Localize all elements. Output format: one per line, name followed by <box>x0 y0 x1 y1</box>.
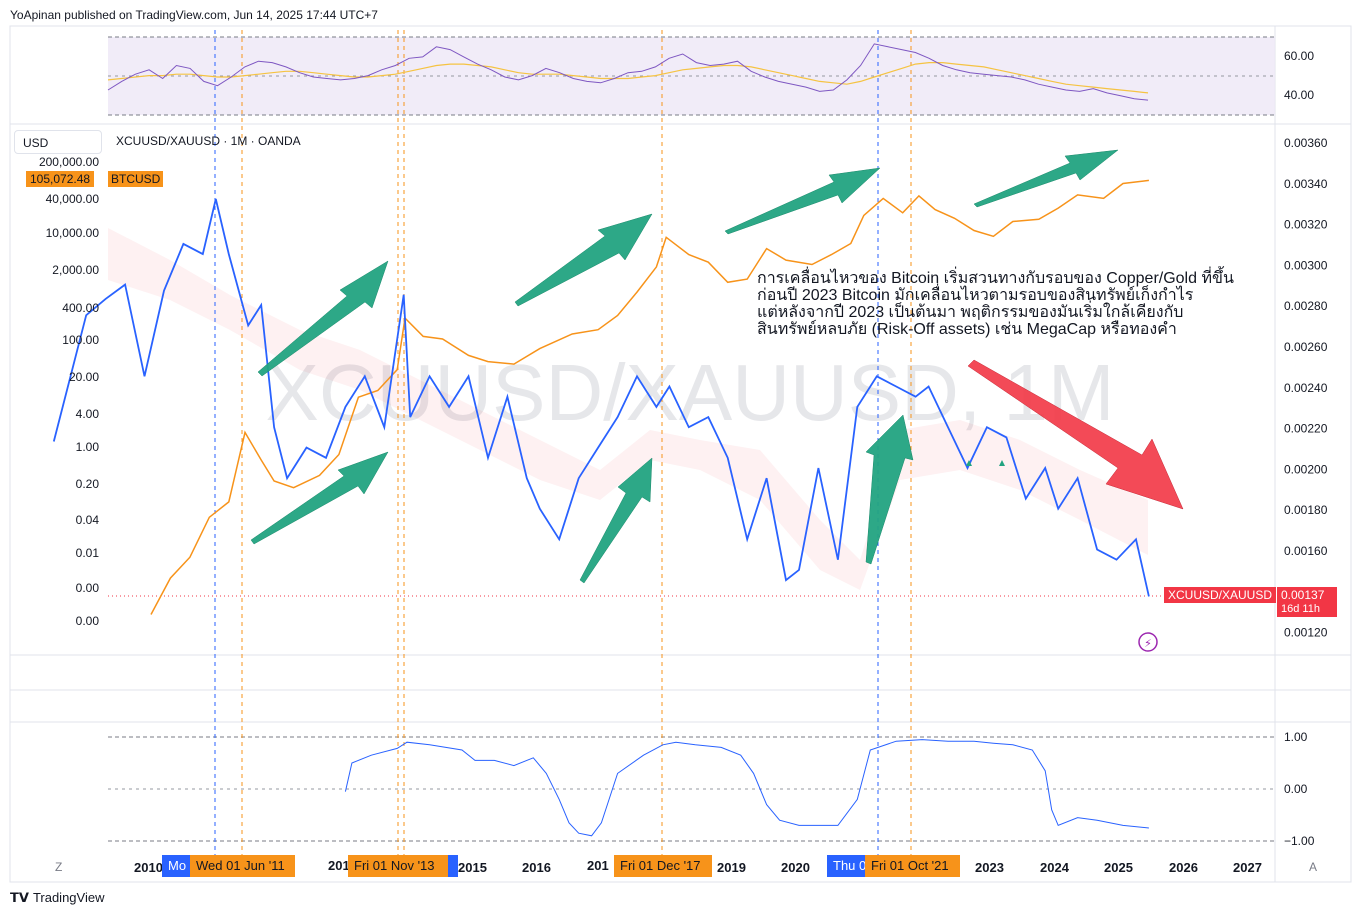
arrow-up-6 <box>865 414 914 565</box>
arrow-up-5 <box>724 167 881 235</box>
x-axis-tick: 2016 <box>522 860 551 875</box>
date-badge: Fri 01 Oct '21 <box>865 855 960 877</box>
right-axis-tick: 0.00300 <box>1284 258 1328 272</box>
x-axis-tick: 2023 <box>975 860 1004 875</box>
right-axis: 0.00360 0.00340 0.00320 0.00300 0.00280 0.002… <box>1284 136 1328 640</box>
annotation-line: สินทรัพย์หลบภัย (Risk-Off assets) เช่น M… <box>757 321 1177 338</box>
corr-axis-tick: −1.00 <box>1284 834 1315 848</box>
left-axis-tick: 0.00 <box>76 614 100 628</box>
left-axis-tick: 0.01 <box>76 546 100 560</box>
left-axis-tick: 0.04 <box>76 513 100 527</box>
left-axis-tick: 40,000.00 <box>46 192 100 206</box>
lightning-icon: ⚡ <box>1144 637 1152 650</box>
chart-frame <box>9 25 1352 883</box>
arrow-up-4 <box>579 457 653 584</box>
rsi-ma-line <box>107 62 1149 94</box>
alert-icon[interactable] <box>1138 632 1158 652</box>
tradingview-logo-icon: 𝗧𝗩 <box>10 890 29 905</box>
left-axis-tick: 0.20 <box>76 477 100 491</box>
btc-symbol-tag: BTCUSD <box>108 171 164 187</box>
marker-triangle-2 <box>999 460 1005 466</box>
date-badge: Fri 01 Nov '13 <box>348 855 456 877</box>
left-axis: 200,000.00 40,000.00 10,000.00 2,000.00 400.… <box>39 155 99 628</box>
corner-label-right[interactable]: A <box>1309 860 1318 874</box>
pair-price-tag: XCUUSD/XAUUSD <box>1164 587 1277 603</box>
arrow-up-2 <box>250 451 389 545</box>
last-price-tag: 0.00137 16d 11h <box>1277 587 1337 617</box>
rsi-line <box>107 43 1149 101</box>
left-axis-tick: 0.00 <box>76 581 100 595</box>
event-lines <box>214 30 912 855</box>
rsi-axis-tick: 60.00 <box>1284 49 1314 63</box>
x-axis-tick: 2027 <box>1233 860 1262 875</box>
arrow-up-3 <box>514 213 653 307</box>
left-axis-tick: 2,000.00 <box>52 263 99 277</box>
correlation-line <box>344 739 1149 837</box>
x-axis-tick: 2010 <box>134 860 163 875</box>
arrow-up-1 <box>257 260 389 377</box>
date-badge-edge <box>448 855 458 877</box>
date-badge: Thu 0 <box>827 855 865 877</box>
date-badge: Wed 01 Jun '11 <box>190 855 295 877</box>
left-axis-tick: 100.00 <box>62 333 99 347</box>
right-axis-tick: 0.00360 <box>1284 136 1328 150</box>
right-axis-tick: 0.00180 <box>1284 503 1328 517</box>
corr-axis: 1.00 0.00 −1.00 <box>1284 730 1315 848</box>
x-axis-tick: 2025 <box>1104 860 1133 875</box>
annotation-text: การเคลื่อนไหวของ Bitcoin เริ่มสวนทางกับร… <box>757 270 1277 338</box>
right-axis-tick: 0.00240 <box>1284 381 1328 395</box>
arrow-down-red <box>967 359 1184 510</box>
left-axis-tick: 4.00 <box>76 407 100 421</box>
x-axis-tick: 2026 <box>1169 860 1198 875</box>
corr-axis-tick: 1.00 <box>1284 730 1308 744</box>
corner-label-left[interactable]: Z <box>55 860 63 874</box>
x-axis-tick: 2024 <box>1040 860 1069 875</box>
left-axis-tick: 200,000.00 <box>39 155 99 169</box>
right-axis-tick: 0.00220 <box>1284 422 1328 436</box>
date-badge: 201 <box>328 858 350 873</box>
btcusd-line <box>150 179 1149 615</box>
symbol-label: XCUUSD/XAUUSD · 1M · OANDA <box>116 134 301 148</box>
brand-footer: 𝗧𝗩 TradingView <box>10 890 104 906</box>
corr-axis-tick: 0.00 <box>1284 782 1308 796</box>
left-axis-tick: 1.00 <box>76 440 100 454</box>
left-axis-tick: 10,000.00 <box>46 226 100 240</box>
right-axis-tick: 0.00280 <box>1284 299 1328 313</box>
last-price-value: 0.00137 <box>1281 588 1325 602</box>
brand-name: TradingView <box>32 890 105 905</box>
left-axis-tick: 20.00 <box>69 370 99 384</box>
currency-selector[interactable]: USD <box>14 130 102 154</box>
publish-info: YoApinan published on TradingView.com, J… <box>10 8 378 22</box>
arrow-up-7 <box>973 149 1119 208</box>
right-axis-tick: 0.00320 <box>1284 218 1328 232</box>
right-axis-tick: 0.00200 <box>1284 462 1328 476</box>
annotation-line: การเคลื่อนไหวของ Bitcoin เริ่มสวนทางกับร… <box>757 270 1234 287</box>
right-axis-tick: 0.00160 <box>1284 544 1328 558</box>
right-axis-tick: 0.00340 <box>1284 177 1328 191</box>
btc-price-badge: 105,072.48 <box>26 171 95 187</box>
green-arrows <box>250 149 1119 584</box>
marker-triangle-1 <box>966 460 972 466</box>
x-axis-tick: 2020 <box>781 860 810 875</box>
annotation-line: แต่หลังจากปี 2023 เป็นต้นมา พฤติกรรมของม… <box>757 304 1184 321</box>
bar-countdown: 16d 11h <box>1281 603 1320 615</box>
right-axis-tick: 0.00260 <box>1284 340 1328 354</box>
rsi-axis-tick: 40.00 <box>1284 88 1314 102</box>
x-axis-tick: 2019 <box>717 860 746 875</box>
left-axis-tick: 400.00 <box>62 301 99 315</box>
copper-gold-line <box>52 198 1150 597</box>
right-axis-tick: 0.00120 <box>1284 626 1328 640</box>
rsi-axis: 60.00 40.00 <box>1284 49 1314 102</box>
date-badge: Fri 01 Dec '17 <box>614 855 712 877</box>
annotation-line: ก่อนปี 2023 Bitcoin มักเคลื่อนไหวตามรอบข… <box>757 287 1194 304</box>
x-axis-tick: 2015 <box>458 860 487 875</box>
date-badge: 201 <box>587 858 609 873</box>
date-badge: Mo <box>162 855 190 877</box>
